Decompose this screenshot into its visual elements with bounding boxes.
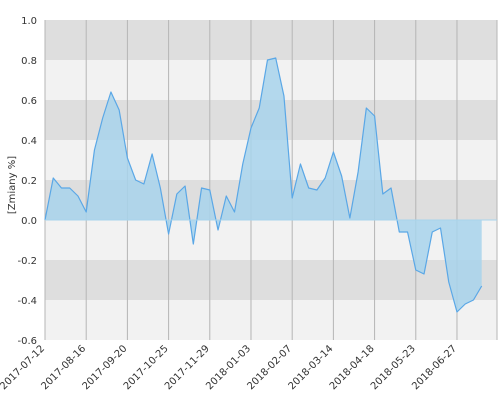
y-axis-ticks: 1.0 0.8 0.6 0.4 0.2 0.0 -0.2 -0.4 -0.6 xyxy=(17,16,37,347)
y-tick-label: 1.0 xyxy=(21,16,37,27)
series-line xyxy=(44,57,483,313)
y-tick-label: -0.4 xyxy=(17,296,37,307)
y-tick-label: 0.4 xyxy=(21,136,37,147)
series-area xyxy=(45,58,482,312)
y-axis-title: [Zmiany %] xyxy=(7,156,18,214)
y-tick-label: -0.2 xyxy=(17,256,37,267)
x-axis-ticks: 2017-07-122017-08-162017-09-202017-10-25… xyxy=(0,343,459,392)
plot-band xyxy=(45,300,497,340)
x-tick-label: 2018-06-27 xyxy=(410,343,459,392)
y-tick-label: 0.8 xyxy=(21,56,37,67)
plot-band xyxy=(45,260,497,300)
y-tick-label: 0.0 xyxy=(21,216,37,227)
y-tick-label: -0.6 xyxy=(17,336,37,347)
y-tick-label: 0.2 xyxy=(21,176,37,187)
y-tick-label: 0.6 xyxy=(21,96,37,107)
series-layer xyxy=(44,57,497,313)
plot-band xyxy=(45,20,497,60)
